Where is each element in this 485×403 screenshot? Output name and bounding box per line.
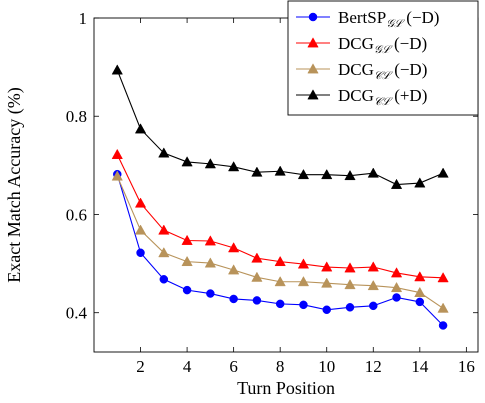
legend-item-1: BertSP𝒢ℒ (−D) [296,8,439,30]
series-3-point [297,276,310,287]
series-4-point [297,168,310,180]
series-4-point [344,169,356,181]
series-4-point [251,166,263,177]
legend-marker [307,37,319,48]
series-1-point [159,275,169,284]
x-tick-label: 10 [318,357,335,376]
series-3-point [344,278,356,290]
series-3-point [390,281,403,293]
series-1 [113,169,448,330]
series-2-point [344,262,356,273]
series-3 [111,170,449,313]
series-4-point [414,177,426,188]
series-3-point [111,170,123,181]
series-2-point [204,235,216,246]
series-2-point [111,148,123,159]
series-1-point [275,299,285,309]
series-3-point [437,302,449,313]
legend-item-3: DCG𝒞ℒ (−D) [296,60,427,82]
y-axis-title: Exact Match Accuracy (%) [4,87,25,282]
series-2-point [390,267,403,278]
legend-item-4: DCG𝒞ℒ (+D) [296,86,427,108]
series-4-point [228,161,240,172]
legend-label: DCG𝒢ℒ (−D) [338,34,427,56]
legend-label: DCG𝒞ℒ (+D) [338,86,427,108]
series-3-point [274,276,286,287]
y-tick-label: 0.8 [66,107,87,126]
series-1-point [252,296,262,305]
legend: BertSP𝒢ℒ (−D) DCG𝒢ℒ (−D) DCG𝒞ℒ (−D) DCG𝒞ℒ (… [287,0,479,116]
legend-marker [307,89,319,100]
y-tick-label: 0.6 [66,205,87,224]
series-4-point [321,168,333,180]
x-tick-label: 2 [136,357,145,376]
series-1-point [438,321,448,330]
series-4-point [134,123,147,134]
series-1-point [182,285,192,295]
legend-box [287,0,479,116]
series-3-point [321,277,333,288]
series-1-point [206,289,215,298]
series-3-point [414,286,426,297]
series-2-point [321,261,333,272]
series-1-point [299,300,308,310]
series-1-point [136,248,145,258]
series-4-point [367,167,379,178]
x-tick-label: 4 [183,357,192,376]
series-2-point [251,252,263,263]
series-3-point [204,257,216,268]
x-tick-label: 14 [411,357,429,376]
series-4-point [204,158,216,169]
x-axis-title: Turn Position [237,378,335,398]
series-4-point [158,147,170,158]
series-4-point [390,178,403,189]
series-1-point [415,297,425,307]
series-3-point [158,247,170,258]
series-3-point [367,279,379,291]
series-1-point [229,294,238,304]
series-4-point [274,165,286,176]
x-tick-label: 12 [365,357,382,376]
series-1-point [392,293,401,302]
y-tick-label: 0.4 [66,304,88,323]
series-3-point [228,264,240,275]
series-2 [111,148,449,283]
series-layer [111,64,449,330]
series-2-point [367,261,379,272]
plot-frame [93,17,479,353]
x-tick-label: 8 [276,357,285,376]
series-3-point [181,255,193,267]
series-4-point [437,167,449,178]
series-3-point [251,271,263,282]
series-2-point [274,255,286,267]
series-2-point [437,272,449,283]
series-2-point [297,258,310,269]
x-tick-label: 6 [229,357,238,376]
legend-label: BertSP𝒢ℒ (−D) [338,8,439,30]
x-tick-label: 16 [458,357,475,376]
series-2-point [181,234,193,245]
series-1-point [369,301,378,311]
series-2-point [134,197,147,208]
series-4-point [111,64,123,75]
legend-marker [308,12,318,22]
series-2-point [414,271,426,282]
series-1-point [345,303,355,312]
axes-layer: 2 4 6 8 10 12 14 16 0.4 0.6 0.8 1 [66,9,478,376]
legend-label: DCG𝒞ℒ (−D) [338,60,427,82]
legend-marker [307,63,319,74]
series-1-point [322,305,331,315]
series-4-point [181,156,193,167]
series-2-point [228,242,240,253]
plot-area [93,17,479,353]
series-3-point [134,224,147,235]
legend-item-2: DCG𝒢ℒ (−D) [296,34,427,56]
series-2-point [158,224,170,235]
series-4 [111,64,449,189]
y-tick-label: 1 [79,9,88,28]
